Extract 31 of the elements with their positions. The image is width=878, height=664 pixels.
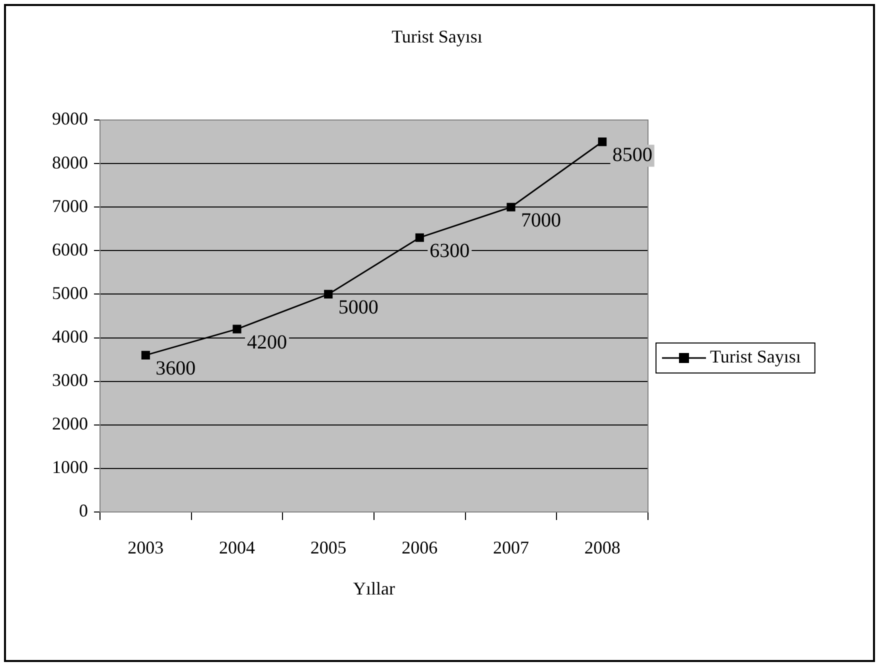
point: [141, 350, 150, 360]
point: [506, 202, 516, 212]
y-tick-label: 4000: [52, 326, 88, 347]
y-tick-label: 8000: [52, 152, 88, 172]
data-label: 7000: [521, 209, 561, 232]
y-tick-label: 0: [79, 500, 88, 521]
data-label: 8500: [612, 144, 652, 166]
point: [598, 137, 607, 146]
data-label: 5000: [338, 296, 378, 318]
y-tick-label: 2000: [52, 414, 88, 434]
point: [324, 290, 333, 299]
y-tick-label: 1000: [52, 457, 88, 478]
x-tick-label: 2008: [584, 538, 620, 558]
x-tick-label: 2006: [402, 538, 438, 558]
x-tick-label: 2004: [219, 538, 255, 558]
y-tick-label: 3000: [52, 370, 88, 390]
y-tick-label: 9000: [52, 108, 88, 129]
x-tick-label: 2007: [493, 538, 529, 558]
x-axis-title: Yıllar: [353, 578, 395, 599]
y-tick-label: 6000: [52, 239, 88, 260]
y-tick-label: 7000: [52, 196, 88, 216]
point: [232, 324, 242, 334]
data-label: 3600: [156, 357, 196, 380]
x-tick-label: 2003: [128, 538, 164, 558]
legend-label: Turist Sayısı: [710, 346, 801, 367]
x-tick-label: 2005: [310, 538, 346, 558]
chart-title: Turist Sayısı: [392, 26, 482, 47]
point: [415, 233, 424, 242]
data-label: 4200: [247, 331, 287, 354]
y-tick-label: 5000: [52, 282, 88, 303]
data-label: 6300: [430, 240, 470, 262]
